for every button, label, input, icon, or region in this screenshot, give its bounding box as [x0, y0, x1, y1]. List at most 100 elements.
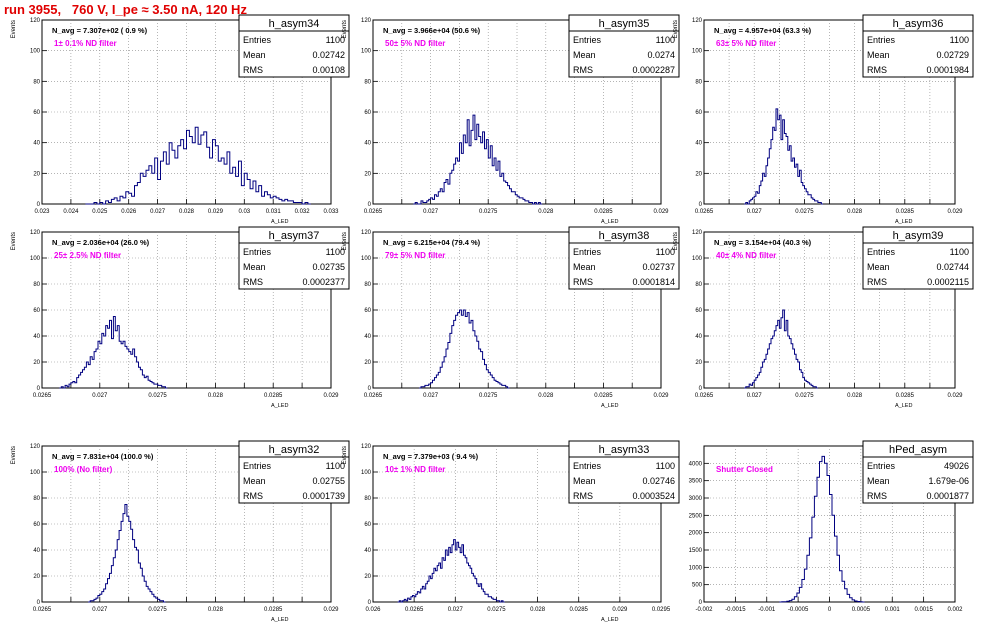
y-axis-label: Events — [673, 20, 679, 38]
x-tick-label: 0.0285 — [896, 209, 915, 215]
navg-label: N_avg = 7.307e+02 ( 0.9 %) — [52, 26, 148, 35]
stats-box — [862, 440, 974, 504]
y-tick-label: 40 — [364, 334, 371, 340]
stat-label-mean: Mean — [243, 262, 266, 272]
navg-label: N_avg = 4.957e+04 (63.3 %) — [714, 26, 812, 35]
stat-label-mean: Mean — [573, 262, 596, 272]
stats-box — [862, 226, 974, 290]
stat-value-rms: 0.0002377 — [302, 277, 345, 287]
y-tick-label: 60 — [695, 110, 702, 116]
y-tick-label: 4000 — [689, 461, 703, 467]
stat-label-rms: RMS — [243, 65, 263, 75]
histogram-line — [413, 114, 543, 205]
stat-value-entries: 1100 — [950, 247, 969, 257]
stat-value-entries: 1100 — [656, 461, 675, 471]
stat-label-rms: RMS — [867, 491, 887, 501]
x-tick-label: 0.031 — [266, 209, 282, 215]
x-tick-label: 0.029 — [208, 209, 224, 215]
y-tick-label: 2500 — [689, 513, 703, 519]
navg-label: N_avg = 3.154e+04 (40.3 %) — [714, 238, 812, 247]
x-tick-label: 0.026 — [365, 607, 381, 613]
filter-label: Shutter Closed — [716, 465, 773, 474]
y-tick-label: 120 — [692, 230, 703, 236]
y-tick-label: 120 — [30, 18, 41, 24]
x-axis-label: A_LED — [601, 219, 618, 225]
panel-hPed_asym: -0.002 -0.0015 -0.001 -0.0005 0 0.0005 0.001 0.… — [689, 440, 974, 613]
y-tick-label: 20 — [695, 171, 702, 177]
x-tick-label: 0.028 — [530, 607, 546, 613]
x-tick-label: 0.0285 — [594, 393, 613, 399]
x-tick-label: 0.027 — [747, 393, 763, 399]
histogram-name: h_asym38 — [599, 230, 650, 242]
x-tick-label: 0.026 — [121, 209, 137, 215]
panel-h_asym37: 0.0265 0.027 0.0275 0.028 0.0285 0.029 0 20 40 60… — [11, 226, 350, 409]
stat-value-rms: 0.0003524 — [632, 491, 675, 501]
y-tick-label: 0 — [368, 386, 372, 392]
stat-label-mean: Mean — [867, 476, 890, 486]
filter-label: 63± 5% ND filter — [716, 39, 776, 48]
y-tick-label: 60 — [695, 308, 702, 314]
x-tick-label: 0.0285 — [264, 393, 283, 399]
histogram-line — [85, 126, 311, 205]
stat-label-entries: Entries — [243, 461, 272, 471]
x-tick-label: 0.0285 — [570, 607, 589, 613]
y-tick-label: 60 — [33, 308, 40, 314]
y-tick-label: 80 — [364, 79, 371, 85]
x-tick-label: 0.0285 — [594, 209, 613, 215]
x-axis-label: A_LED — [271, 403, 288, 409]
navg-label: N_avg = 7.379e+03 ( 9.4 %) — [383, 452, 479, 461]
navg-label: N_avg = 2.036e+04 (26.0 %) — [52, 238, 150, 247]
y-tick-label: 0 — [699, 202, 703, 208]
y-tick-label: 120 — [30, 230, 41, 236]
x-tick-label: 0.028 — [538, 209, 554, 215]
stat-value-rms: 0.0002287 — [632, 65, 675, 75]
histogram-line — [59, 316, 168, 389]
y-axis-label: Events — [342, 20, 348, 38]
y-tick-label: 100 — [30, 256, 41, 262]
x-tick-label: 0.0275 — [795, 209, 814, 215]
x-axis-label: A_LED — [895, 403, 912, 409]
y-tick-label: 100 — [30, 470, 41, 476]
stat-label-entries: Entries — [573, 461, 602, 471]
x-tick-label: 0.027 — [423, 393, 439, 399]
stat-label-rms: RMS — [573, 277, 593, 287]
stat-label-rms: RMS — [243, 491, 263, 501]
x-tick-label: 0.029 — [653, 209, 669, 215]
y-tick-label: 80 — [33, 282, 40, 288]
stat-value-mean: 0.02742 — [312, 50, 345, 60]
stat-label-entries: Entries — [867, 35, 896, 45]
x-tick-label: 0.0015 — [914, 607, 933, 613]
stat-value-entries: 1100 — [326, 461, 345, 471]
stat-value-rms: 0.0001739 — [302, 491, 345, 501]
y-tick-label: 40 — [695, 334, 702, 340]
x-tick-label: 0 — [828, 607, 832, 613]
x-tick-label: 0.0275 — [479, 393, 498, 399]
stat-label-entries: Entries — [867, 461, 896, 471]
x-tick-label: 0.0275 — [479, 209, 498, 215]
panel-h_asym35: 0.0265 0.027 0.0275 0.028 0.0285 0.029 0 20 40 60… — [342, 14, 680, 225]
y-tick-label: 20 — [695, 360, 702, 366]
y-tick-label: 20 — [364, 360, 371, 366]
stat-value-rms: 0.0001877 — [926, 491, 969, 501]
y-axis-label: Events — [342, 446, 348, 464]
y-tick-label: 100 — [361, 470, 372, 476]
histogram-name: h_asym36 — [893, 18, 944, 30]
stat-label-mean: Mean — [573, 476, 596, 486]
x-tick-label: 0.0275 — [148, 607, 167, 613]
y-tick-label: 100 — [692, 49, 703, 55]
run-title: run 3955, 760 V, I_pe ≈ 3.50 nA, 120 Hz — [4, 2, 247, 17]
y-tick-label: 40 — [364, 548, 371, 554]
x-tick-label: 0.024 — [63, 209, 79, 215]
histogram-name: h_asym33 — [599, 444, 650, 456]
x-tick-label: 0.028 — [847, 393, 863, 399]
x-tick-label: 0.0295 — [652, 607, 671, 613]
x-tick-label: 0.029 — [323, 607, 339, 613]
stats-box — [862, 14, 974, 78]
stat-label-entries: Entries — [243, 35, 272, 45]
stat-label-entries: Entries — [573, 247, 602, 257]
stat-value-mean: 0.02746 — [642, 476, 675, 486]
y-axis-label: Events — [11, 20, 17, 38]
stat-label-rms: RMS — [243, 277, 263, 287]
stat-label-mean: Mean — [867, 262, 890, 272]
stats-box — [568, 14, 680, 78]
